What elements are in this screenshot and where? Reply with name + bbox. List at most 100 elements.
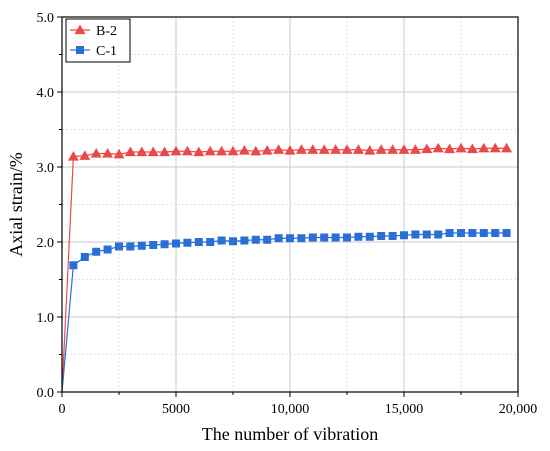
data-point-b-2 xyxy=(444,143,456,154)
data-point-c-1 xyxy=(445,229,454,237)
series-b-2 xyxy=(61,142,513,393)
data-point-b-2 xyxy=(364,145,376,155)
data-point-b-2 xyxy=(250,145,262,156)
data-point-b-2 xyxy=(318,144,330,154)
plot-series xyxy=(61,142,513,393)
data-point-c-1 xyxy=(194,238,203,246)
data-point-c-1 xyxy=(365,232,374,241)
data-point-b-2 xyxy=(455,142,467,153)
data-point-c-1 xyxy=(286,234,294,243)
x-tick-label: 15,000 xyxy=(385,402,424,417)
data-point-c-1 xyxy=(434,230,443,239)
data-point-c-1 xyxy=(103,245,112,254)
legend-marker-b-2 xyxy=(74,24,86,35)
data-point-b-2 xyxy=(124,146,136,157)
data-point-b-2 xyxy=(341,144,353,154)
y-tick-label: 0.0 xyxy=(37,386,55,401)
data-point-b-2 xyxy=(193,146,205,157)
data-point-b-2 xyxy=(398,144,410,154)
data-point-b-2 xyxy=(147,146,159,157)
legend-marker-c-1 xyxy=(76,46,84,54)
data-point-c-1 xyxy=(240,236,249,245)
data-point-c-1 xyxy=(263,235,272,244)
data-point-c-1 xyxy=(400,231,408,240)
data-point-b-2 xyxy=(273,144,285,154)
data-point-c-1 xyxy=(126,242,135,251)
x-axis-label: The number of vibration xyxy=(202,424,378,444)
data-point-c-1 xyxy=(457,229,465,237)
legend: B-2C-1 xyxy=(65,18,131,63)
data-point-b-2 xyxy=(67,151,79,161)
data-point-b-2 xyxy=(295,144,307,154)
data-point-b-2 xyxy=(421,143,433,154)
legend-box xyxy=(65,18,131,63)
data-point-c-1 xyxy=(491,229,500,237)
data-point-c-1 xyxy=(172,239,180,248)
series-line-b-2 xyxy=(61,147,507,393)
x-tick-label: 10,000 xyxy=(271,402,310,417)
data-point-b-2 xyxy=(387,144,399,154)
data-point-b-2 xyxy=(216,145,228,156)
legend-label-c-1: C-1 xyxy=(96,44,117,59)
y-tick-label: 1.0 xyxy=(37,311,55,326)
data-point-b-2 xyxy=(432,142,444,153)
data-point-b-2 xyxy=(102,148,114,158)
data-point-b-2 xyxy=(478,142,490,153)
data-point-c-1 xyxy=(251,235,260,244)
data-point-c-1 xyxy=(308,233,317,242)
data-point-b-2 xyxy=(307,144,319,154)
data-point-b-2 xyxy=(489,142,501,153)
data-point-b-2 xyxy=(352,144,364,154)
data-point-c-1 xyxy=(468,229,477,237)
grid-lines xyxy=(62,17,518,392)
data-point-b-2 xyxy=(466,143,478,154)
data-point-b-2 xyxy=(204,145,216,156)
data-point-c-1 xyxy=(80,253,89,261)
data-point-b-2 xyxy=(170,145,182,156)
data-point-c-1 xyxy=(206,238,215,246)
data-point-b-2 xyxy=(113,148,125,159)
data-point-c-1 xyxy=(229,237,237,246)
data-point-b-2 xyxy=(238,145,250,155)
y-tick-label: 3.0 xyxy=(37,161,55,176)
data-point-b-2 xyxy=(261,145,273,155)
data-point-b-2 xyxy=(284,145,296,155)
data-point-c-1 xyxy=(388,232,397,240)
y-tick-label: 5.0 xyxy=(37,11,55,26)
data-point-c-1 xyxy=(320,233,329,242)
data-point-c-1 xyxy=(343,233,351,242)
data-point-b-2 xyxy=(375,144,387,154)
data-point-c-1 xyxy=(411,230,420,239)
series-line-c-1 xyxy=(61,232,507,393)
data-point-c-1 xyxy=(92,247,101,256)
data-point-c-1 xyxy=(502,229,511,237)
data-point-c-1 xyxy=(183,238,192,247)
y-tick-label: 4.0 xyxy=(37,86,55,101)
y-axis-label: Axial strain/% xyxy=(6,152,26,256)
x-tick-label: 0 xyxy=(59,402,66,417)
data-point-c-1 xyxy=(422,230,431,239)
data-point-b-2 xyxy=(409,144,421,154)
x-tick-label: 20,000 xyxy=(499,402,538,417)
data-point-c-1 xyxy=(69,261,78,270)
x-tick-label: 5000 xyxy=(162,402,190,417)
data-point-c-1 xyxy=(137,241,146,250)
series-c-1 xyxy=(61,229,511,393)
axis-ticks: 0 5000 10,000 15,000 20,000 0.0 1.0 2.0 3.0 4.0 5.… xyxy=(37,11,538,417)
data-point-b-2 xyxy=(159,146,171,157)
data-point-c-1 xyxy=(297,234,306,243)
data-point-b-2 xyxy=(79,150,91,160)
data-point-c-1 xyxy=(479,229,488,237)
data-point-b-2 xyxy=(227,145,239,156)
data-point-b-2 xyxy=(501,142,513,153)
data-point-b-2 xyxy=(330,144,342,154)
legend-label-b-2: B-2 xyxy=(96,24,117,39)
data-point-b-2 xyxy=(181,145,193,156)
data-point-c-1 xyxy=(217,236,226,245)
data-point-c-1 xyxy=(115,242,123,251)
data-point-c-1 xyxy=(149,241,158,249)
data-point-c-1 xyxy=(354,232,363,241)
data-point-c-1 xyxy=(331,233,340,242)
data-point-c-1 xyxy=(377,232,386,240)
